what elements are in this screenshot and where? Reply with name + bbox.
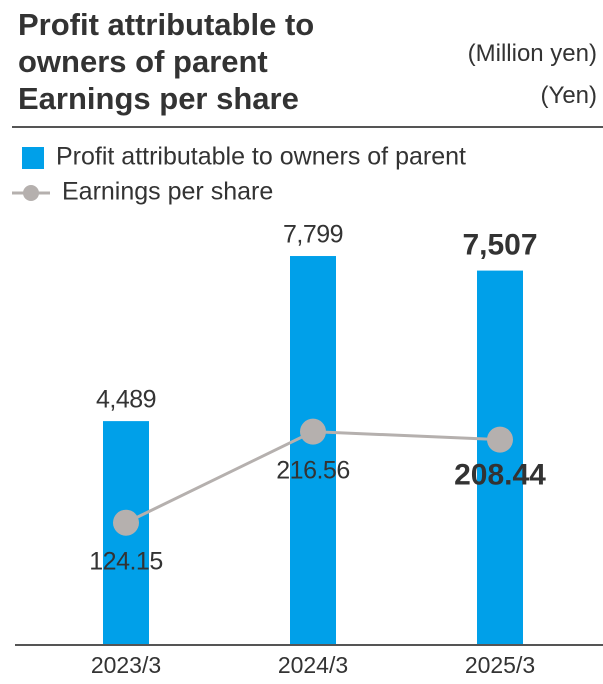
x-tick-label: 2025/3: [465, 652, 535, 678]
bar: [477, 270, 523, 645]
line-marker: [487, 426, 513, 453]
line-value-label: 208.44: [454, 459, 546, 492]
bar-value-label: 4,489: [96, 386, 156, 414]
line-value-label: 124.15: [89, 547, 162, 575]
legend-label: Earnings per share: [62, 178, 273, 206]
line-marker: [113, 509, 139, 536]
y-unit: (Million yen): [467, 40, 597, 67]
chart-subtitle: Earnings per share: [18, 81, 299, 116]
chart-title: Profit attributable to owners of parent: [18, 7, 315, 79]
y2-unit: (Yen): [540, 82, 597, 109]
legend-label: Profit attributable to owners of parent: [56, 143, 466, 171]
bar: [290, 256, 336, 645]
bar-value-label: 7,799: [283, 221, 343, 249]
legend-marker: [23, 185, 39, 201]
x-tick-label: 2023/3: [91, 652, 161, 678]
legend-swatch: [22, 147, 44, 169]
x-tick-label: 2024/3: [278, 652, 348, 678]
line-marker: [300, 418, 326, 445]
bar-value-label: 7,507: [462, 229, 537, 262]
line-value-label: 216.56: [276, 456, 349, 484]
